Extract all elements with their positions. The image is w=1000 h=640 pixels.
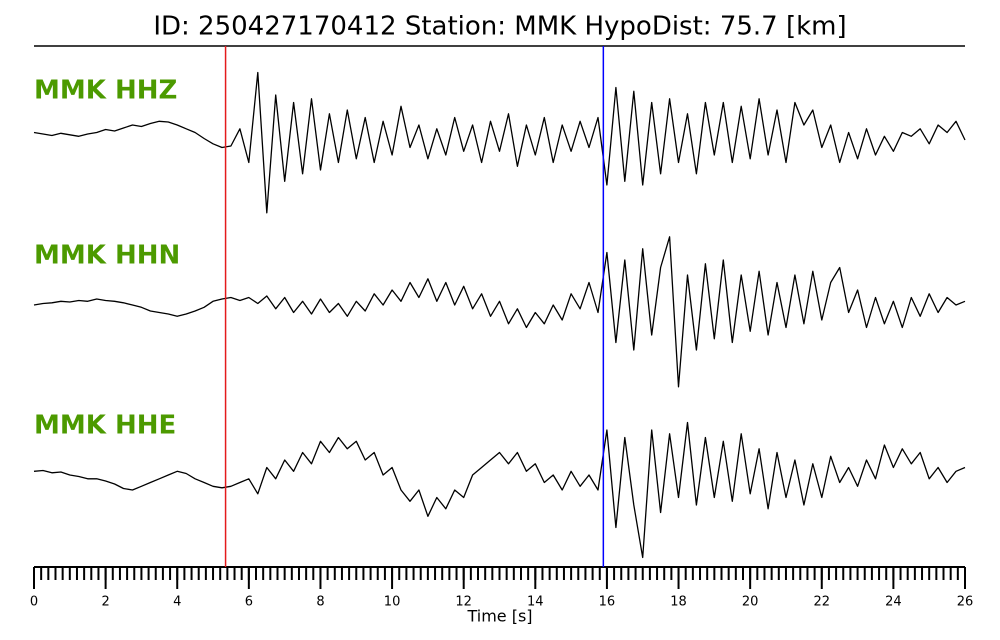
x-tick-label: 16 <box>599 595 616 610</box>
x-tick-label: 2 <box>101 595 109 610</box>
chart-title: ID: 250427170412 Station: MMK HypoDist: … <box>153 12 846 42</box>
x-tick-label: 8 <box>316 595 324 610</box>
waveform <box>33 71 966 214</box>
x-tick-label: 26 <box>957 595 974 610</box>
x-tick-label: 20 <box>742 595 759 610</box>
trace-label: MMK HHN <box>34 241 180 271</box>
x-tick-label: 10 <box>384 595 401 610</box>
x-tick-label: 4 <box>173 595 181 610</box>
x-axis-label: Time [s] <box>466 607 532 626</box>
x-tick-label: 14 <box>527 595 544 610</box>
waveform <box>33 421 966 559</box>
x-tick-label: 22 <box>813 595 830 610</box>
trace-label: MMK HHZ <box>34 76 177 106</box>
x-tick-label: 0 <box>30 595 38 610</box>
x-tick-label: 6 <box>245 595 253 610</box>
x-tick-label: 24 <box>885 595 902 610</box>
waveform <box>33 236 966 388</box>
x-tick-label: 18 <box>670 595 687 610</box>
x-tick-label: 12 <box>455 595 472 610</box>
trace-label: MMK HHE <box>34 411 176 441</box>
